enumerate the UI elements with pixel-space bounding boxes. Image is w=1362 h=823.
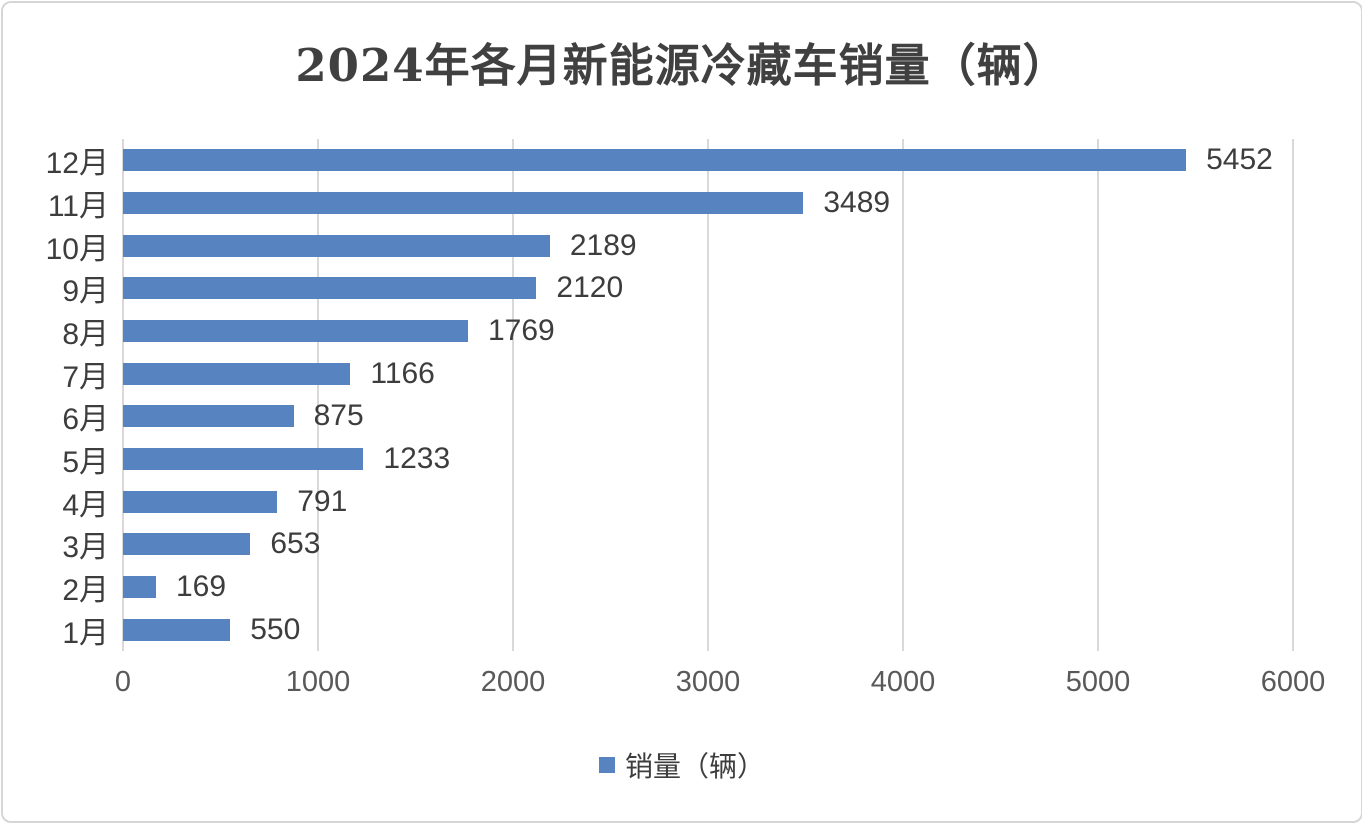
bar-track: 1166 — [123, 352, 1293, 395]
bar-row: 8月 1769 — [3, 310, 1293, 353]
bar-row: 3月 653 — [3, 523, 1293, 566]
x-tick-label: 6000 — [1260, 666, 1326, 698]
bar-row: 10月 2189 — [3, 224, 1293, 267]
bar — [123, 149, 1187, 172]
bar — [123, 405, 294, 428]
bar-row: 11月 3489 — [3, 182, 1293, 225]
chart-title: 2024年各月新能源冷藏车销量（辆） — [295, 39, 1069, 92]
gridline — [707, 139, 709, 651]
bar — [123, 191, 804, 214]
gridlines — [122, 139, 1294, 651]
data-label: 791 — [297, 484, 348, 518]
bar-row: 12月 5452 — [3, 139, 1293, 182]
x-tick-label: 3000 — [675, 666, 741, 698]
gridline — [512, 139, 514, 651]
category-label: 3月 — [62, 531, 109, 565]
bar-track: 1233 — [123, 438, 1293, 481]
bar-row: 9月 2120 — [3, 267, 1293, 310]
category-label: 9月 — [62, 275, 109, 309]
bar-row: 6月 875 — [3, 395, 1293, 438]
bar-track: 2189 — [123, 224, 1293, 267]
bar-row: 1月 550 — [3, 608, 1293, 651]
bar-row: 5月 1233 — [3, 438, 1293, 481]
bar-track: 5452 — [123, 139, 1293, 182]
bar-track: 169 — [123, 566, 1293, 609]
x-tick-label: 5000 — [1065, 666, 1131, 698]
bar — [123, 234, 550, 257]
bar-track: 3489 — [123, 182, 1293, 225]
bar — [123, 447, 364, 470]
x-tick-label: 4000 — [870, 666, 936, 698]
data-label: 169 — [175, 569, 227, 603]
data-label: 1233 — [383, 441, 451, 475]
gridline — [122, 139, 124, 651]
bar — [123, 362, 351, 385]
data-label: 5452 — [1206, 143, 1273, 177]
bar-row: 4月 791 — [3, 480, 1293, 523]
data-label: 550 — [250, 612, 301, 646]
plot-rows: 12月 5452 11月 3489 10月 2189 9月 2120 8月 1769 7月 1166 6… — [3, 139, 1293, 651]
category-label: 4月 — [62, 488, 109, 522]
data-label: 3489 — [823, 185, 891, 219]
gridline — [1097, 139, 1099, 651]
legend-swatch-icon — [598, 757, 615, 773]
bar — [123, 490, 278, 513]
data-label: 875 — [313, 399, 364, 433]
bar — [123, 533, 251, 556]
bar-row: 7月 1166 — [3, 352, 1293, 395]
category-label: 7月 — [62, 360, 109, 394]
category-label: 10月 — [45, 232, 109, 266]
gridline — [1292, 139, 1294, 651]
bar-track: 875 — [123, 395, 1293, 438]
bar-track: 550 — [123, 608, 1293, 651]
x-axis-tick-labels: 0 1000 2000 3000 4000 5000 6000 — [115, 666, 1325, 700]
category-label: 8月 — [62, 317, 109, 351]
category-label: 5月 — [62, 445, 109, 479]
bar — [123, 575, 156, 598]
legend-label: 销量（辆） — [624, 750, 765, 783]
data-label: 653 — [270, 527, 321, 561]
data-label: 1769 — [487, 313, 555, 347]
category-label: 6月 — [62, 403, 109, 437]
x-tick-label: 2000 — [480, 666, 546, 698]
x-tick-label: 1000 — [285, 666, 351, 698]
bar-track: 2120 — [123, 267, 1293, 310]
legend: 销量（辆） — [3, 745, 1361, 785]
category-label: 1月 — [62, 616, 109, 650]
category-label: 11月 — [47, 189, 109, 223]
gridline — [902, 139, 904, 651]
bar — [123, 618, 231, 641]
gridline — [317, 139, 319, 651]
x-tick-label: 0 — [114, 666, 132, 698]
data-label: 2120 — [556, 271, 624, 305]
category-label: 12月 — [45, 147, 109, 181]
bar-track: 653 — [123, 523, 1293, 566]
bar — [123, 319, 468, 342]
bar-track: 791 — [123, 480, 1293, 523]
data-label: 1166 — [370, 356, 435, 390]
bar — [123, 277, 537, 300]
bar-row: 2月 169 — [3, 566, 1293, 609]
data-label: 2189 — [569, 228, 637, 262]
bar-track: 1769 — [123, 310, 1293, 353]
category-label: 2月 — [62, 573, 109, 607]
